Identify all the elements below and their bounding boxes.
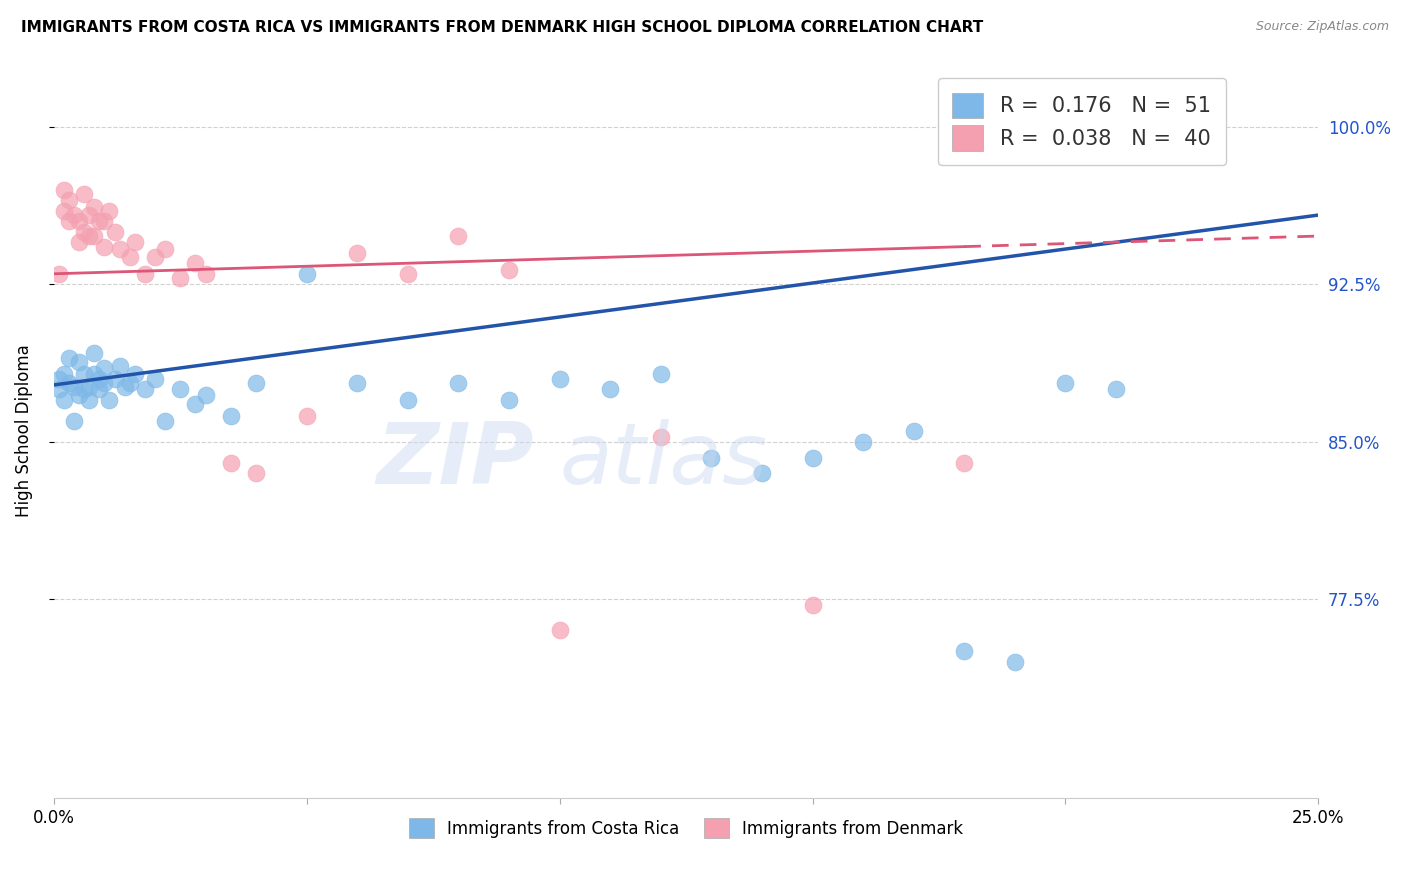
Point [73,225,96,239]
Point [245,376,267,390]
Point [89,382,111,396]
Point [77,392,100,407]
Point [143,250,166,264]
Point [58,214,80,228]
Point [245,466,267,480]
Point [98,392,121,407]
Point [396,392,419,407]
Point [194,388,217,402]
Point [83,368,105,382]
Point [89,372,111,386]
Point [93,239,115,253]
Point [58,376,80,390]
Point [73,382,96,396]
Point [953,456,976,470]
Legend: Immigrants from Costa Rica, Immigrants from Denmark: Immigrants from Costa Rica, Immigrants f… [402,811,970,845]
Point [346,245,368,260]
Point [219,456,242,470]
Point [118,250,141,264]
Text: Source: ZipAtlas.com: Source: ZipAtlas.com [1256,20,1389,33]
Point [650,368,672,382]
Point [169,382,191,396]
Point [67,355,90,369]
Point [852,434,875,449]
Point [548,372,571,386]
Point [48,382,70,396]
Point [77,229,100,244]
Point [83,346,105,360]
Point [124,235,146,250]
Point [52,183,75,197]
Point [108,242,131,256]
Point [447,376,470,390]
Point [751,466,773,480]
Point [73,187,96,202]
Point [700,451,723,466]
Point [67,214,90,228]
Text: ZIP: ZIP [377,419,534,502]
Point [801,598,824,612]
Point [89,214,111,228]
Text: IMMIGRANTS FROM COSTA RICA VS IMMIGRANTS FROM DENMARK HIGH SCHOOL DIPLOMA CORREL: IMMIGRANTS FROM COSTA RICA VS IMMIGRANTS… [21,20,983,35]
Point [498,392,520,407]
Point [346,376,368,390]
Point [63,414,86,428]
Point [103,225,125,239]
Point [108,359,131,373]
Point [103,372,125,386]
Point [48,372,70,386]
Point [1054,376,1077,390]
Point [52,368,75,382]
Point [219,409,242,424]
Point [73,368,96,382]
Point [650,430,672,444]
Y-axis label: High School Diploma: High School Diploma [15,344,32,517]
Point [184,397,207,411]
Point [93,214,115,228]
Point [447,229,470,244]
Point [93,376,115,390]
Point [114,380,136,394]
Point [77,380,100,394]
Point [118,376,141,390]
Point [63,208,86,222]
Point [184,256,207,270]
Point [1004,655,1026,669]
Point [67,235,90,250]
Point [1054,120,1077,134]
Point [903,424,925,438]
Point [77,208,100,222]
Point [396,267,419,281]
Point [153,242,176,256]
Point [52,203,75,218]
Text: atlas: atlas [560,419,768,502]
Point [83,229,105,244]
Point [599,382,621,396]
Point [169,271,191,285]
Point [134,382,156,396]
Point [143,372,166,386]
Point [295,409,318,424]
Point [58,351,80,365]
Point [58,194,80,208]
Point [98,203,121,218]
Point [52,392,75,407]
Point [153,414,176,428]
Point [953,644,976,658]
Point [67,388,90,402]
Point [295,267,318,281]
Point [124,368,146,382]
Point [194,267,217,281]
Point [48,267,70,281]
Point [498,262,520,277]
Point [134,267,156,281]
Point [83,200,105,214]
Point [801,451,824,466]
Point [1105,382,1128,396]
Point [63,380,86,394]
Point [548,624,571,638]
Point [93,361,115,376]
